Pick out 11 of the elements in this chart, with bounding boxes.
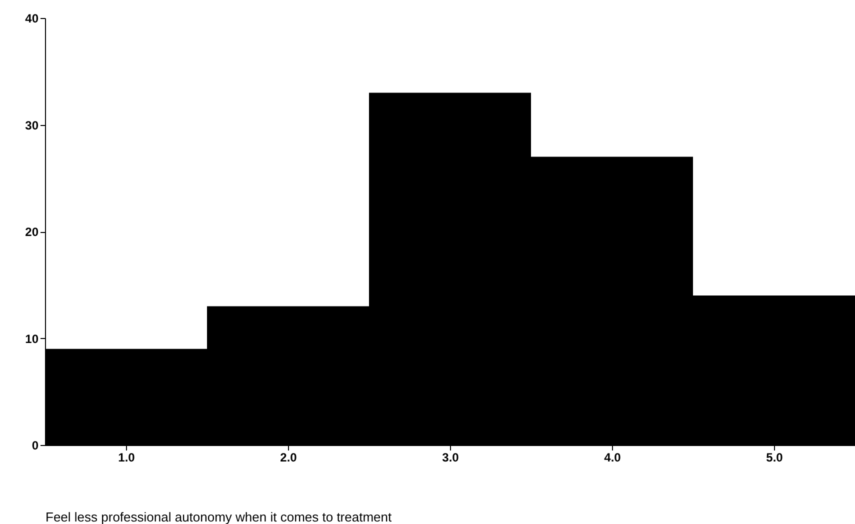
y-tick-label: 10 bbox=[25, 332, 39, 346]
x-tick-label: 5.0 bbox=[766, 450, 784, 464]
y-tick-label: 20 bbox=[25, 225, 39, 239]
x-tick-label: 4.0 bbox=[604, 450, 622, 464]
x-tick-label: 3.0 bbox=[442, 450, 460, 464]
y-tick-label: 30 bbox=[25, 118, 39, 132]
y-tick-label: 0 bbox=[32, 438, 39, 452]
x-axis-title: Feel less professional autonomy when it comes to treatment bbox=[46, 510, 392, 524]
y-tick-label: 40 bbox=[25, 12, 39, 26]
x-tick-label: 1.0 bbox=[118, 450, 136, 464]
x-tick-label: 2.0 bbox=[280, 450, 298, 464]
